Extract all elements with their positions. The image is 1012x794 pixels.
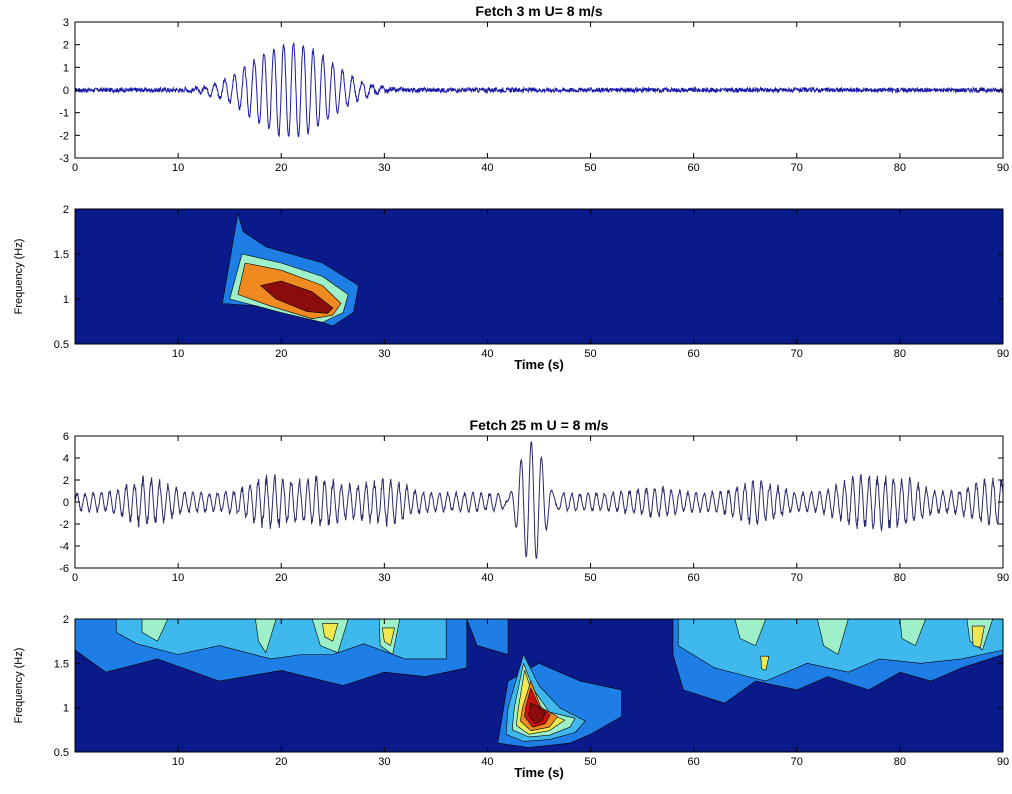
heatmap-background: [75, 209, 1003, 344]
y-tick-label: 0.5: [54, 339, 69, 351]
contour-region: [817, 619, 849, 655]
contour-region: [971, 625, 985, 648]
x-tick-label: 80: [894, 348, 906, 360]
contour-region: [760, 655, 770, 671]
y-tick-label: 2: [63, 204, 69, 216]
x-tick-label: 30: [378, 162, 390, 174]
x-tick-label: 80: [894, 162, 906, 174]
chart-title: Fetch 25 m U = 8 m/s: [470, 417, 609, 433]
x-tick-label: 40: [481, 348, 493, 360]
y-tick-label: -6: [59, 563, 69, 575]
axes-frame: [74, 208, 1004, 345]
x-tick-label: 30: [378, 572, 390, 584]
contour-region: [466, 619, 509, 655]
x-tick-label: 20: [275, 572, 287, 584]
contour-region: [255, 619, 277, 654]
panel-fetch-3m-spectrogram: 10 20 30 40 50 60 70 80 90 0.5 1 1.5 2 Time (s) Freque…: [13, 204, 1009, 372]
x-tick-label: 60: [688, 756, 700, 768]
y-tick-label: -1: [59, 108, 69, 120]
x-tick-label: 10: [172, 572, 184, 584]
y-tick-label: 0: [63, 497, 69, 509]
y-tick-label: 2: [63, 614, 69, 626]
x-tick-label: 10: [172, 756, 184, 768]
y-tick-label: 0: [63, 85, 69, 97]
y-tick-label: 0.5: [54, 747, 69, 759]
x-axis-label: Time (s): [514, 765, 564, 780]
x-tick-label: 50: [584, 162, 596, 174]
x-tick-label: 20: [275, 348, 287, 360]
x-tick-label: 80: [894, 572, 906, 584]
y-tick-label: 4: [63, 453, 69, 465]
y-axis-label: Frequency (Hz): [13, 239, 25, 315]
x-tick-label: 20: [275, 756, 287, 768]
x-tick-label: 90: [997, 348, 1009, 360]
chart-title: Fetch 3 m U= 8 m/s: [475, 3, 602, 19]
y-tick-label: 1: [63, 703, 69, 715]
contour-region: [381, 627, 395, 646]
y-tick-label: 1.5: [54, 658, 69, 670]
panel-fetch-25m-spectrogram: 10 20 30 40 50 60 70 80 90 0.5 1 1.5 2 Time (s) Freque…: [13, 614, 1009, 780]
signal-series-line: [74, 42, 1004, 138]
contour-region: [260, 280, 334, 314]
x-tick-label: 60: [688, 572, 700, 584]
y-tick-label: 2: [63, 475, 69, 487]
x-tick-label: 90: [997, 756, 1009, 768]
x-tick-label: 40: [481, 572, 493, 584]
x-tick-label: 50: [584, 572, 596, 584]
y-tick-label: -4: [59, 541, 69, 553]
x-tick-label: 10: [172, 162, 184, 174]
x-tick-label: 0: [72, 572, 78, 584]
y-tick-label: 1: [63, 294, 69, 306]
x-tick-label: 30: [378, 756, 390, 768]
x-tick-label: 90: [997, 162, 1009, 174]
x-tick-label: 20: [275, 162, 287, 174]
x-tick-label: 90: [997, 572, 1009, 584]
axes-frame: [74, 618, 1004, 753]
heatmap-body: [75, 619, 1003, 752]
x-tick-label: 70: [791, 162, 803, 174]
y-axis-label: Frequency (Hz): [13, 648, 25, 724]
x-tick-label: 50: [584, 756, 596, 768]
x-tick-label: 60: [688, 162, 700, 174]
x-tick-label: 0: [72, 162, 78, 174]
contour-region: [141, 619, 169, 642]
contour-region: [115, 619, 447, 660]
contour-region: [528, 702, 546, 724]
y-tick-label: 1: [63, 62, 69, 74]
contour-region: [734, 619, 767, 646]
x-tick-label: 80: [894, 756, 906, 768]
y-tick-label: 1.5: [54, 249, 69, 261]
y-tick-label: -3: [59, 153, 69, 165]
y-tick-label: 3: [63, 17, 69, 29]
x-axis-label: Time (s): [514, 357, 564, 372]
x-tick-label: 50: [584, 348, 596, 360]
x-tick-label: 60: [688, 348, 700, 360]
panel-fetch-3m-signal: 0 10 20 30 40 50 60 70 80 90 -3 -2 -1 0 1 2 3 Fetch 3 m U…: [59, 3, 1009, 174]
y-tick-label: 2: [63, 40, 69, 52]
x-tick-label: 10: [172, 348, 184, 360]
y-tick-label: 6: [63, 431, 69, 443]
panel-fetch-25m-signal: 0 10 20 30 40 50 60 70 80 90 -6 -4 -2 0 2 4 6 Fetch 25 m …: [59, 417, 1009, 584]
heatmap-body: [75, 209, 1003, 344]
y-tick-label: -2: [59, 130, 69, 142]
x-tick-label: 70: [791, 756, 803, 768]
x-tick-label: 30: [378, 348, 390, 360]
x-tick-label: 40: [481, 162, 493, 174]
contour-region: [322, 623, 339, 642]
x-tick-label: 70: [791, 572, 803, 584]
signal-series-line: [74, 441, 1004, 559]
y-tick-label: -2: [59, 519, 69, 531]
contour-region: [899, 619, 927, 646]
x-tick-label: 40: [481, 756, 493, 768]
x-tick-label: 70: [791, 348, 803, 360]
